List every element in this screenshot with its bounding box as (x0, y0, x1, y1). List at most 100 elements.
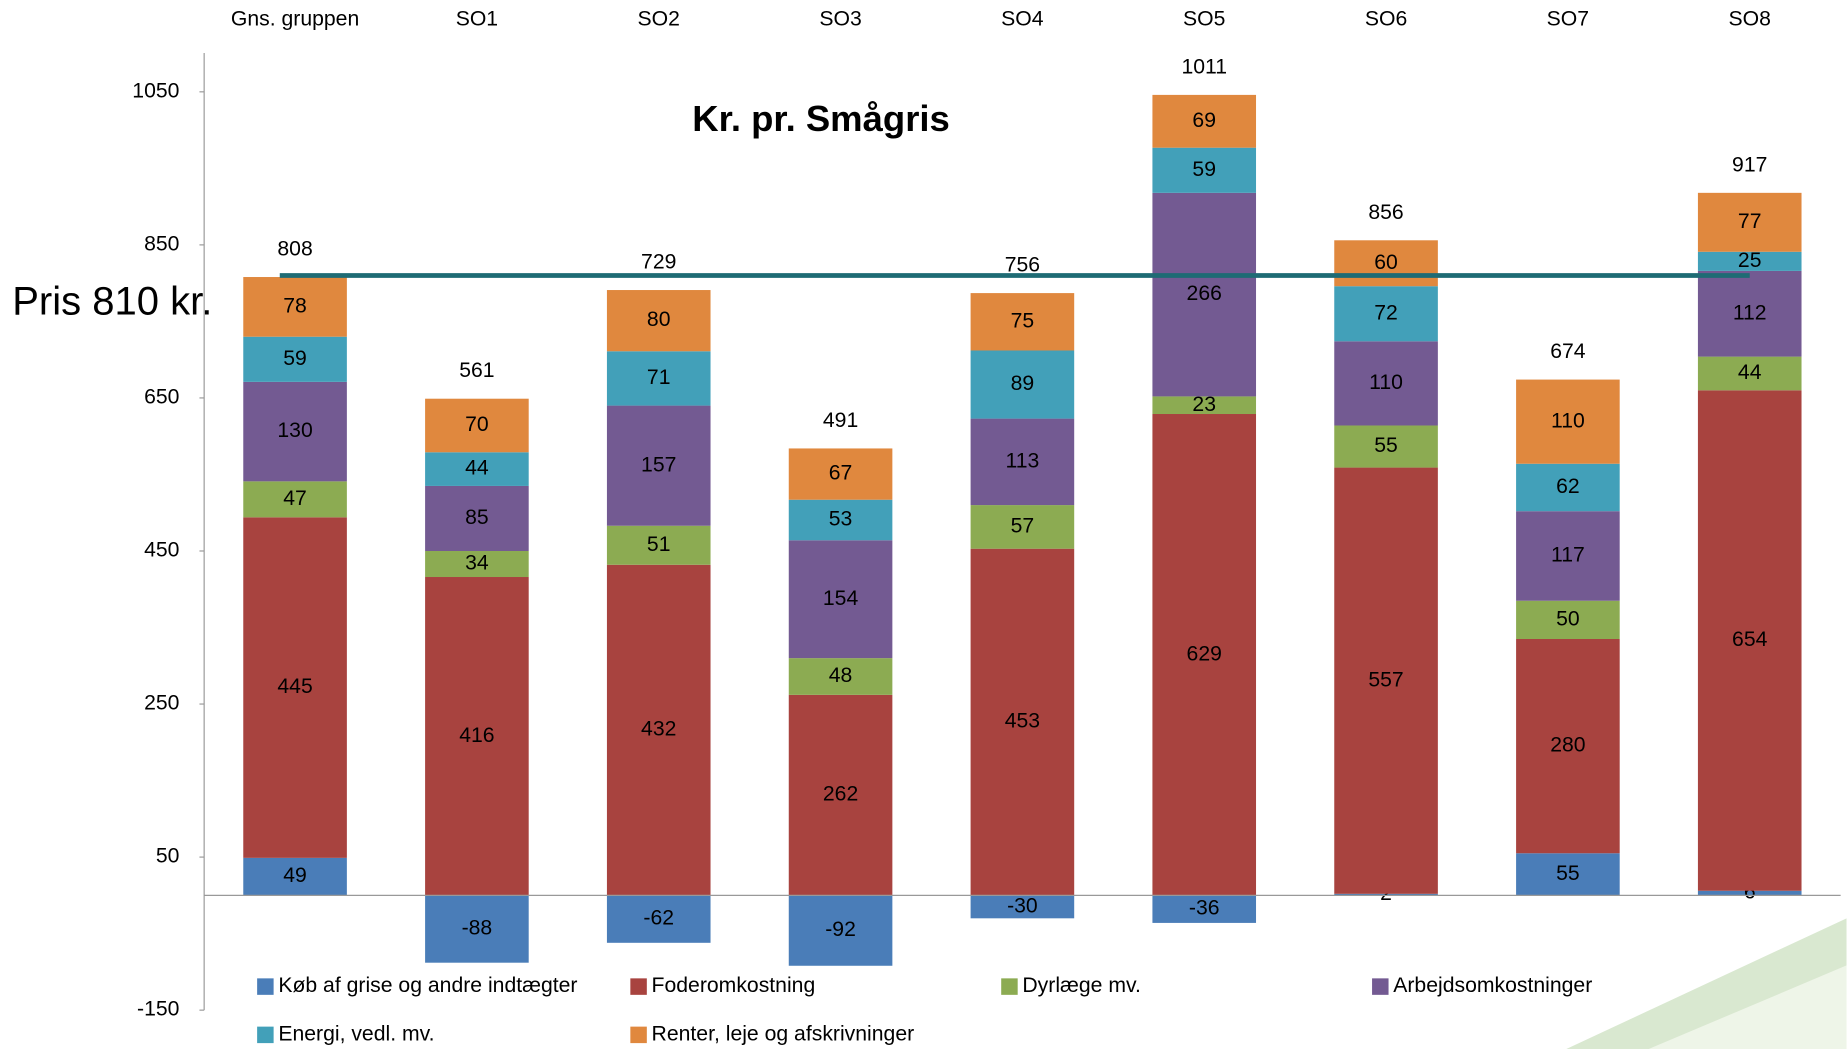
bar-segment (606, 405, 711, 526)
y-tick-label: 650 (144, 386, 179, 409)
x-tick-label: SO5 (1183, 8, 1225, 31)
data-label: 72 (1374, 301, 1398, 324)
x-tick-label: SO3 (819, 8, 861, 31)
data-label: 49 (283, 864, 307, 887)
chart-title: Kr. pr. Smågris (692, 98, 950, 139)
legend-label: Renter, leje og afskrivninger (652, 1022, 915, 1045)
bar-segment (1516, 638, 1620, 854)
data-label: 629 (1187, 642, 1222, 665)
bar-segment (1516, 463, 1620, 512)
data-label: 60 (1374, 251, 1398, 274)
bar-segment (606, 564, 711, 896)
data-label: 55 (1556, 862, 1580, 885)
y-tick-label: 850 (144, 232, 179, 255)
bar-segment (425, 485, 529, 551)
bar-segment (1334, 341, 1438, 426)
data-label: 44 (465, 457, 489, 480)
data-label: 57 (1011, 514, 1035, 537)
data-label: 432 (641, 718, 676, 741)
reference-label: Pris 810 kr. (12, 279, 212, 323)
data-label: 416 (459, 724, 494, 747)
data-label: 59 (1192, 158, 1216, 181)
total-label: 729 (641, 251, 676, 274)
bar-segment (243, 481, 347, 518)
data-label: 85 (465, 506, 489, 529)
data-label: 557 (1368, 668, 1403, 691)
data-label: 70 (465, 413, 489, 436)
total-label: 856 (1368, 201, 1403, 224)
total-label: 756 (1005, 254, 1040, 277)
bar-segment (425, 895, 529, 963)
legend-swatch (1001, 978, 1018, 995)
bar-segment (606, 351, 711, 406)
bar-segment (788, 499, 893, 541)
data-label: 78 (283, 294, 307, 317)
x-tick-label: SO4 (1001, 8, 1044, 31)
bar-segment (1697, 270, 1802, 357)
data-label: 51 (647, 533, 671, 556)
bar-segment (788, 895, 893, 966)
bar-segment (1152, 895, 1257, 923)
data-label: 89 (1011, 372, 1035, 395)
bar-segment (1152, 396, 1257, 415)
bar-segment (425, 577, 529, 896)
bar-segment (1516, 853, 1620, 896)
bar-segment (1697, 890, 1802, 896)
bar-segment (606, 525, 711, 565)
data-label: 157 (641, 453, 676, 476)
legend-label: Dyrlæge mv. (1022, 974, 1141, 997)
data-label: 110 (1369, 371, 1403, 394)
data-label: 53 (829, 508, 853, 531)
bar-segment (425, 398, 529, 453)
bar-segment (788, 540, 893, 659)
bar-segment (788, 694, 893, 896)
total-label: 808 (277, 238, 312, 261)
data-label: -88 (462, 917, 493, 940)
bar-segment (1334, 425, 1438, 468)
bar-segment (243, 517, 347, 858)
bar-segment (1152, 192, 1257, 397)
bar-segment (243, 857, 347, 896)
legend-swatch (257, 1026, 274, 1044)
data-label: 34 (465, 552, 489, 575)
data-label: 445 (277, 675, 312, 698)
bar-segment (970, 293, 1075, 351)
x-tick-label: SO2 (638, 8, 680, 31)
data-label: 67 (829, 462, 853, 485)
bar-segment (243, 277, 347, 337)
bar-segment (1516, 511, 1620, 601)
x-tick-label: Gns. gruppen (231, 8, 359, 31)
data-label: 69 (1192, 109, 1216, 132)
bar-segment (606, 290, 711, 352)
total-label: 561 (459, 359, 494, 382)
bar-segment (1334, 286, 1438, 342)
y-tick-label: 50 (156, 845, 180, 868)
bar-segment (1152, 147, 1257, 193)
data-label: 130 (277, 419, 312, 442)
x-tick-label: SO1 (456, 8, 498, 31)
total-label: 674 (1550, 340, 1586, 363)
data-label: 50 (1556, 607, 1580, 630)
data-label: 110 (1551, 409, 1585, 432)
data-label: 266 (1187, 282, 1222, 305)
data-label: 59 (283, 347, 307, 370)
x-tick-label: SO8 (1729, 8, 1771, 31)
bar-segment (1697, 356, 1802, 391)
data-label: 262 (823, 783, 858, 806)
legend-label: Energi, vedl. mv. (278, 1022, 434, 1045)
y-tick-label: 1050 (132, 79, 179, 102)
x-tick-label: SO7 (1547, 8, 1589, 31)
data-label: -92 (825, 918, 856, 941)
bar-segment (1152, 414, 1257, 896)
bar-segment (1334, 467, 1438, 894)
total-label: 917 (1732, 153, 1767, 176)
bar-segment (1697, 251, 1802, 271)
total-label: 491 (823, 409, 858, 432)
bar-segment (970, 548, 1075, 896)
bar-segment (1152, 94, 1257, 148)
legend-swatch (1372, 978, 1389, 995)
data-label: 154 (823, 587, 859, 610)
bar-segment (1697, 390, 1802, 891)
y-tick-label: 450 (144, 539, 179, 562)
decoration (1648, 965, 1847, 1049)
